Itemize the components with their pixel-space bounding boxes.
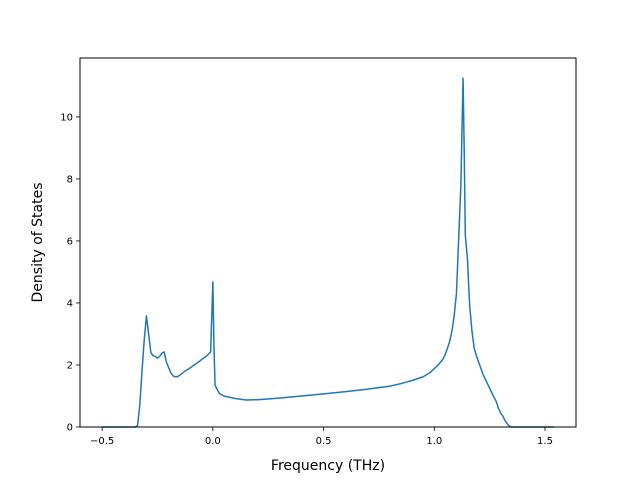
y-tick-label: 2 [67, 360, 73, 371]
y-axis-label: Density of States [30, 183, 46, 303]
x-tick-label: 1.0 [426, 436, 442, 447]
y-tick-label: 4 [67, 298, 73, 309]
axes-frame [79, 57, 577, 428]
x-axis-ticks: −0.5 0.0 0.5 1.0 1.5 [90, 427, 553, 447]
y-tick-label: 8 [67, 174, 73, 185]
x-tick-label: 0.5 [316, 436, 332, 447]
y-axis-ticks: 0 2 4 6 8 10 [60, 112, 80, 434]
y-tick-label: 6 [67, 236, 73, 247]
y-tick-label: 10 [60, 112, 73, 123]
plot-area [102, 77, 554, 428]
x-axis-label: Frequency (THz) [271, 458, 385, 474]
x-tick-label: 1.5 [537, 436, 553, 447]
x-tick-label: −0.5 [90, 436, 114, 447]
dos-line-series-0 [102, 77, 554, 428]
y-tick-label: 0 [67, 423, 73, 434]
x-tick-label: 0.0 [205, 436, 221, 447]
